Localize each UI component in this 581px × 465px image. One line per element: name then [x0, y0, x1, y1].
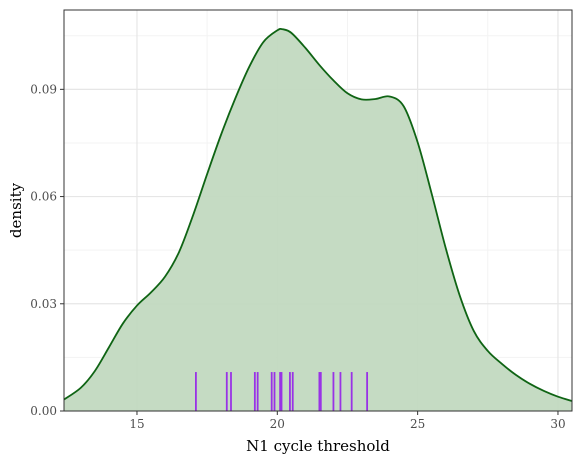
density-area	[64, 28, 572, 412]
x-axis-title: N1 cycle threshold	[246, 437, 390, 455]
rug-marks	[195, 372, 369, 411]
y-tick-label: 0.06	[30, 190, 57, 204]
y-axis: 0.00 0.03 0.06 0.09	[30, 82, 64, 418]
x-axis: 15 20 25 30	[129, 411, 566, 431]
y-tick-label: 0.09	[30, 82, 57, 96]
x-tick-label: 15	[129, 417, 144, 431]
x-tick-label: 20	[270, 417, 285, 431]
y-tick-label: 0.00	[30, 404, 57, 418]
panel-border	[63, 9, 573, 412]
y-tick-label: 0.03	[30, 297, 57, 311]
y-axis-title: density	[7, 182, 25, 238]
density-curve-line	[63, 27, 573, 402]
x-tick-label: 25	[410, 417, 425, 431]
x-tick-label: 30	[550, 417, 565, 431]
